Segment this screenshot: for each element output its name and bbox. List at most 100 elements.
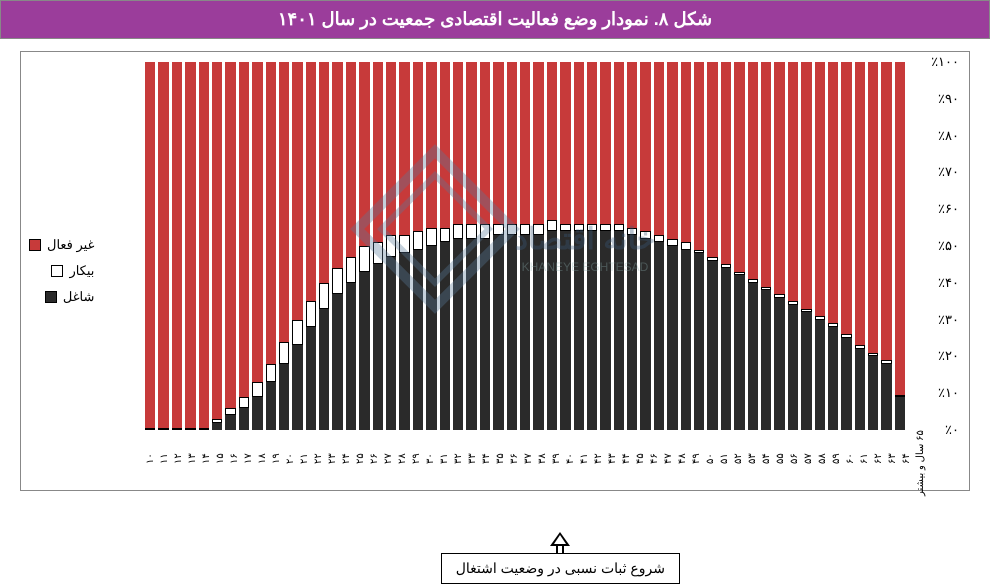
segment-employed [413,250,423,430]
segment-inactive [574,62,584,224]
x-tick: ۱۲ [173,430,184,490]
legend-item: غیر فعال [29,237,94,253]
x-tick: ۵۳ [747,430,758,490]
segment-inactive [480,62,490,224]
bar-column [627,62,637,430]
segment-inactive [640,62,650,231]
segment-employed [774,298,784,430]
segment-inactive [868,62,878,353]
segment-employed [212,423,222,430]
bar-column [734,62,744,430]
x-tick: ۱۸ [257,430,268,490]
segment-inactive [172,62,182,428]
x-tick: ۶۴ [901,430,912,490]
bar-column [453,62,463,430]
x-tick: ۴۹ [691,430,702,490]
x-tick: ۲۱ [299,430,310,490]
x-tick: ۱۳ [187,430,198,490]
x-tick: ۴۵ [635,430,646,490]
segment-inactive [306,62,316,301]
segment-inactive [493,62,503,224]
segment-unemployed [239,397,249,408]
bar-column [199,62,209,430]
segment-inactive [614,62,624,224]
bar-column [748,62,758,430]
segment-employed [426,246,436,430]
segment-employed [225,415,235,430]
segment-employed [627,235,637,430]
x-tick: ۵۲ [733,430,744,490]
segment-employed [801,312,811,430]
x-tick: ۴۰ [565,430,576,490]
segment-employed [654,242,664,430]
segment-inactive [520,62,530,224]
segment-unemployed [520,224,530,235]
segment-employed [681,250,691,430]
segment-employed [386,257,396,430]
segment-employed [332,294,342,430]
bar-column [533,62,543,430]
bar-column [560,62,570,430]
segment-inactive [600,62,610,224]
segment-inactive [266,62,276,364]
segment-employed [466,239,476,430]
legend: غیر فعالبیکارشاغل [29,227,94,315]
segment-inactive [279,62,289,342]
bar-column [774,62,784,430]
x-tick: ۴۴ [621,430,632,490]
x-tick: ۱۴ [201,430,212,490]
chart-frame: خانه اقتصاد KHANEYE EGHTESAD ٪۰٪۱۰٪۲۰٪۳۰… [20,51,970,491]
segment-inactive [426,62,436,228]
x-tick: ۲۵ [355,430,366,490]
segment-inactive [453,62,463,224]
bar-column [681,62,691,430]
x-tick: ۲۷ [383,430,394,490]
segment-employed [574,231,584,430]
segment-unemployed [466,224,476,239]
segment-inactive [332,62,342,268]
segment-unemployed [252,382,262,397]
legend-item: شاغل [29,289,94,305]
bar-column [332,62,342,430]
segment-employed [895,397,905,430]
x-tick: ۲۸ [397,430,408,490]
y-tick: ٪۷۰ [938,164,959,180]
segment-unemployed [399,235,409,253]
x-tick: ۴۳ [607,430,618,490]
bar-column [520,62,530,430]
x-tick: ۲۳ [327,430,338,490]
x-tick: ۶۲ [873,430,884,490]
x-tick: ۲۲ [313,430,324,490]
x-tick: ۵۹ [831,430,842,490]
segment-unemployed [493,224,503,235]
x-tick: ۵۱ [719,430,730,490]
bar-column [855,62,865,430]
segment-employed [292,345,302,430]
bar-column [145,62,155,430]
bar-column [815,62,825,430]
y-tick: ٪۵۰ [938,238,959,254]
arrow-up-icon [550,532,570,546]
segment-employed [359,272,369,430]
segment-inactive [466,62,476,224]
x-tick: ۴۲ [593,430,604,490]
y-tick: ٪۳۰ [938,312,959,328]
segment-unemployed [587,224,597,231]
segment-employed [734,275,744,430]
segment-unemployed [480,224,490,239]
x-tick: ۴۶ [649,430,660,490]
bar-column [266,62,276,430]
segment-inactive [694,62,704,250]
segment-inactive [319,62,329,283]
bar-column [788,62,798,430]
segment-unemployed [413,231,423,249]
segment-unemployed [667,239,677,246]
x-tick: ۳۴ [481,430,492,490]
segment-unemployed [654,235,664,242]
segment-inactive [788,62,798,301]
segment-employed [440,242,450,430]
bar-column [614,62,624,430]
segment-unemployed [426,228,436,246]
segment-unemployed [386,235,396,257]
segment-employed [373,264,383,430]
